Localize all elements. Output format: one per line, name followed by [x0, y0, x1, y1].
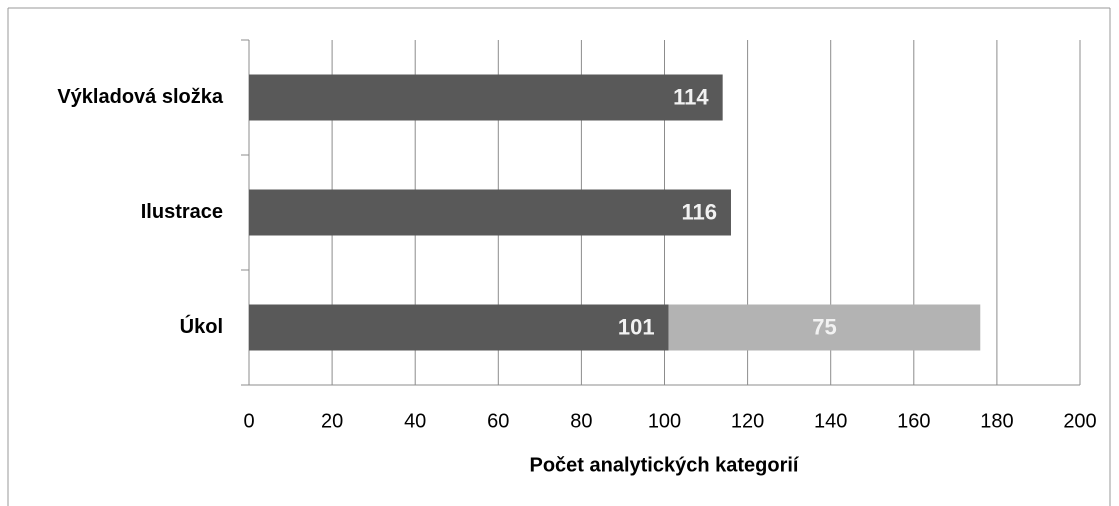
x-tick-label: 60	[487, 410, 509, 432]
x-tick-label: 160	[897, 410, 930, 432]
y-tick-label: Ilustrace	[141, 201, 223, 223]
bar	[249, 74, 723, 121]
x-tick-label: 200	[1063, 410, 1096, 432]
x-tick-label: 20	[321, 410, 343, 432]
x-axis-title: Počet analytických kategorií	[529, 454, 799, 476]
y-tick-label: Výkladová složka	[57, 86, 224, 108]
y-tick-label: Úkol	[180, 314, 223, 338]
data-label: 75	[812, 314, 836, 339]
x-tick-label: 100	[648, 410, 681, 432]
x-tick-label: 140	[814, 410, 847, 432]
data-label: 114	[673, 84, 709, 109]
data-label: 101	[618, 314, 655, 339]
bar	[249, 189, 731, 236]
bar	[668, 304, 981, 351]
x-tick-label: 120	[731, 410, 764, 432]
x-tick-label: 180	[980, 410, 1013, 432]
data-label: 116	[681, 199, 717, 224]
x-tick-label: 40	[404, 410, 426, 432]
bar	[249, 304, 669, 351]
x-tick-label: 0	[243, 410, 254, 432]
x-tick-label: 80	[570, 410, 592, 432]
